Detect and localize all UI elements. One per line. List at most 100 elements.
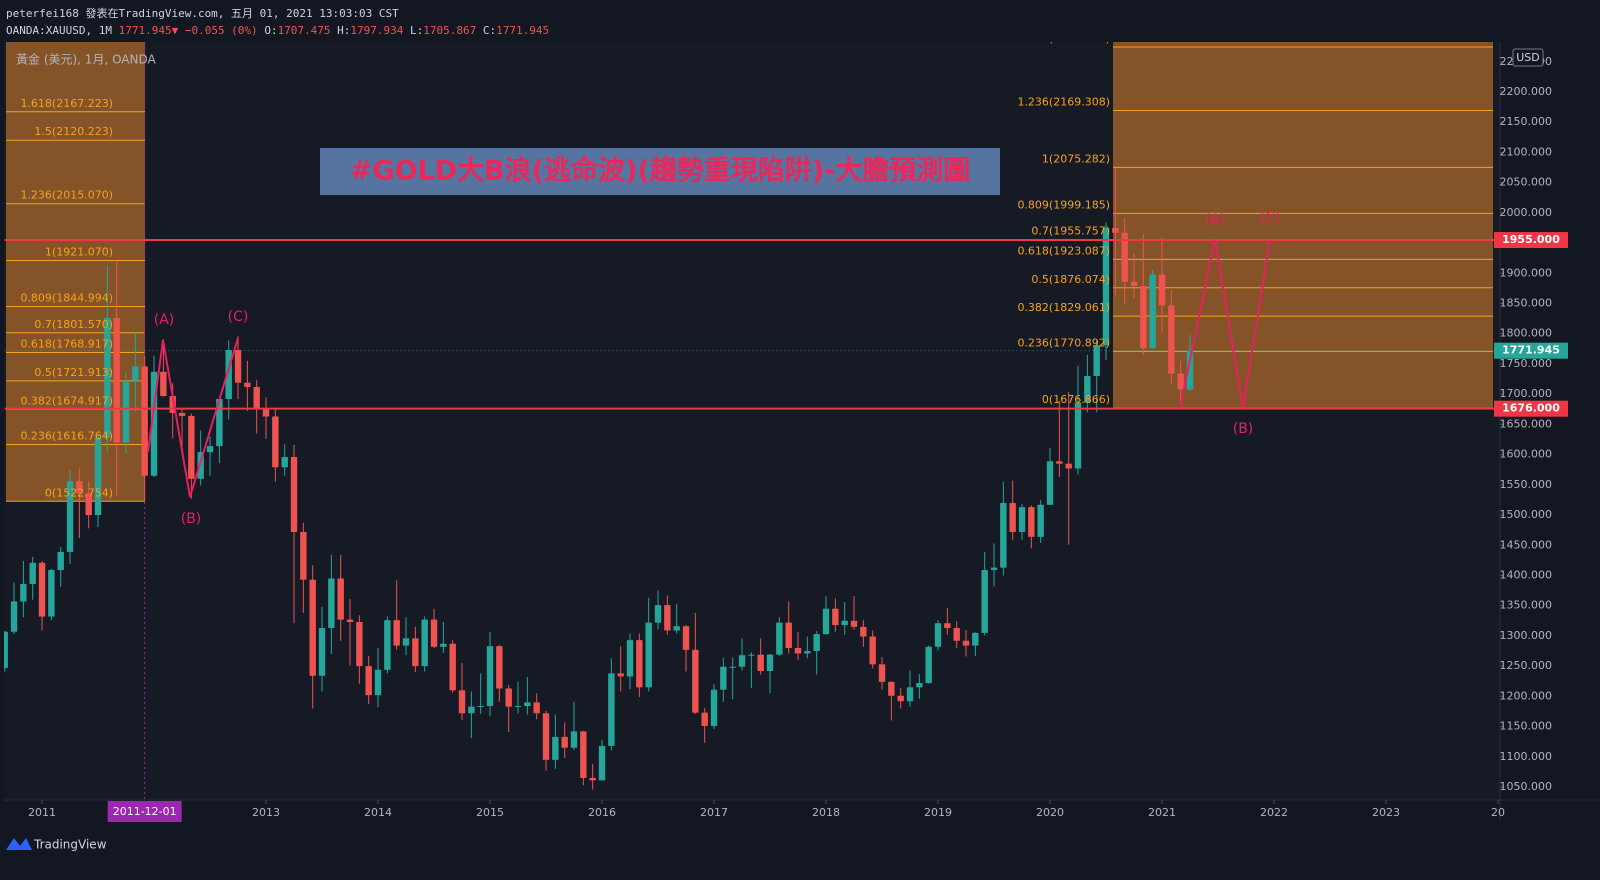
- candle-body: [262, 409, 270, 417]
- candle-body: [10, 601, 18, 632]
- candle-body: [598, 745, 606, 781]
- candle-body: [813, 634, 820, 652]
- candle-body: [346, 619, 354, 623]
- y-tick-label: 1650.000: [1500, 417, 1553, 430]
- ohlc-label: L:: [410, 24, 423, 37]
- candle-body: [1046, 461, 1054, 505]
- fib-label: 0.809(1999.185): [1017, 198, 1110, 211]
- candle-body: [1158, 274, 1166, 306]
- candle-body: [1102, 227, 1110, 346]
- candle-body: [402, 638, 410, 646]
- candle-body: [281, 457, 288, 468]
- candle-body: [766, 654, 774, 671]
- fib-label: 1.5(2274.493): [1031, 32, 1110, 45]
- logo: [6, 838, 32, 850]
- candle-body: [486, 646, 494, 707]
- candle-body: [244, 382, 251, 387]
- candle-body: [141, 366, 148, 476]
- candle-body: [1121, 232, 1128, 282]
- candle-body: [122, 380, 130, 443]
- candle-body: [897, 695, 904, 702]
- candle-body: [66, 481, 74, 552]
- x-tick-label: 2020: [1036, 806, 1064, 819]
- fib-label: 1.618(2167.223): [20, 97, 113, 110]
- candle-body: [832, 608, 839, 626]
- ohlc-value: 1707.475: [278, 24, 331, 37]
- candle-body: [869, 636, 876, 665]
- candle-body: [1065, 463, 1072, 469]
- y-tick-label: 1850.000: [1500, 297, 1553, 310]
- fib-zone: [1113, 42, 1493, 409]
- symbol: OANDA:XAUUSD, 1M: [6, 24, 112, 37]
- y-tick-label: 1600.000: [1500, 448, 1553, 461]
- fib-label: 0.7(1955.757): [1031, 225, 1110, 238]
- candle-body: [1018, 507, 1026, 532]
- x-tick-label: 2013: [252, 806, 280, 819]
- candle-body: [916, 683, 923, 688]
- candle-body: [729, 666, 736, 668]
- ohlc-value: 1771.945: [496, 24, 549, 37]
- fib-label: 0.236(1770.892): [1017, 336, 1110, 349]
- ohlc-value: 1797.934: [350, 24, 403, 37]
- candle-body: [794, 648, 802, 654]
- candle-body: [412, 638, 419, 667]
- fib-label: 0.7(1801.570): [34, 318, 113, 331]
- candle-body: [636, 640, 643, 688]
- candle-body: [1130, 281, 1138, 286]
- y-tick-label: 2200.000: [1500, 85, 1553, 98]
- x-tick-label: 2019: [924, 806, 952, 819]
- candle-body: [1074, 402, 1082, 469]
- candle-body: [20, 583, 27, 602]
- candle-body: [1084, 376, 1091, 403]
- candle-body: [178, 412, 186, 416]
- wave-label: (B): [1233, 421, 1254, 437]
- candle-body: [197, 452, 204, 479]
- candle-body: [505, 688, 512, 707]
- wave-path: [1179, 239, 1271, 409]
- candle-body: [29, 562, 36, 584]
- candle-body: [374, 669, 382, 696]
- candle-body: [533, 702, 540, 714]
- fib-label: 1(2075.282): [1042, 152, 1110, 165]
- candle-body: [356, 622, 363, 667]
- candle-body: [104, 318, 111, 438]
- overlays: 黃金 (美元), 1月, OANDA #GOLD大B浪(逃命波)(趨勢重現陷阱)-…: [16, 52, 1000, 195]
- candle-body: [822, 608, 830, 635]
- last: 1771.945: [119, 24, 172, 37]
- candle-body: [150, 371, 158, 476]
- wave-label: (A): [1205, 212, 1226, 228]
- y-tick-label: 2100.000: [1500, 145, 1553, 158]
- candle-body: [617, 673, 624, 677]
- candle-body: [561, 736, 568, 748]
- ohlc-label: O:: [264, 24, 277, 37]
- candle-body: [169, 395, 176, 413]
- x-tick-label: 2017: [700, 806, 728, 819]
- y-tick-label: 1900.000: [1500, 266, 1553, 279]
- candle-body: [580, 731, 587, 778]
- candle-body: [206, 446, 214, 453]
- y-tick-label: 1550.000: [1500, 478, 1553, 491]
- candle-body: [860, 626, 867, 637]
- chart-title: #GOLD大B浪(逃命波)(趨勢重現陷阱)-大膽預測圖: [350, 155, 971, 187]
- candle-body: [365, 666, 372, 696]
- candle-body: [608, 673, 615, 746]
- candle-body: [300, 531, 307, 580]
- candle-body: [944, 623, 951, 629]
- candle-body: [524, 702, 531, 707]
- candle-body: [878, 664, 886, 682]
- brand: TradingView: [33, 838, 107, 852]
- candle-body: [1009, 502, 1016, 532]
- candle-body: [692, 649, 699, 713]
- candle-body: [421, 619, 428, 667]
- fib-label: 0.618(1768.917): [20, 338, 113, 351]
- y-tick-label: 1450.000: [1500, 538, 1553, 551]
- x-tick-label: 2021: [1148, 806, 1176, 819]
- candle-body: [216, 399, 223, 447]
- candle-body: [664, 605, 671, 631]
- candle-body: [925, 646, 932, 684]
- candle-body: [785, 622, 792, 649]
- candle-body: [934, 623, 942, 647]
- last-price-tag: [1494, 342, 1568, 359]
- candle-body: [542, 713, 550, 760]
